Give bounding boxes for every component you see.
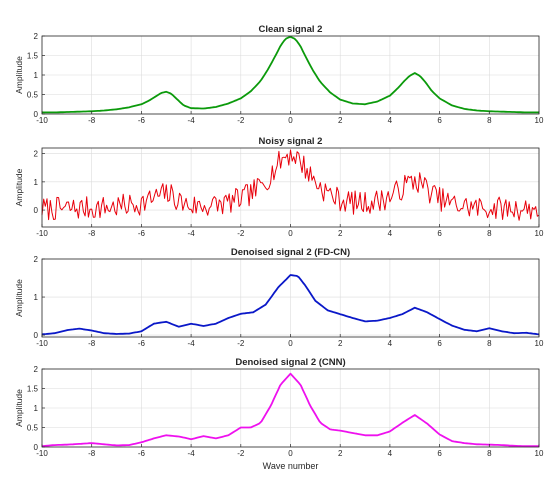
subplot-4: -10 -8 -6 -4 -2 0 2 4 6 8 10 0 0.5 1 1.5 2 Denoised sign… — [14, 357, 544, 471]
y-tick-label: 1 — [34, 178, 39, 187]
x-tick-label: -8 — [88, 339, 96, 348]
x-tick-label: 10 — [535, 339, 544, 348]
x-tick-label: 6 — [437, 229, 442, 238]
x-tick-label: 8 — [487, 116, 492, 125]
x-tick-label: 2 — [338, 339, 343, 348]
x-tick-label: -2 — [237, 229, 245, 238]
x-tick-label: 10 — [535, 229, 544, 238]
x-tick-label: 2 — [338, 116, 343, 125]
y-tick-label: 1.5 — [27, 385, 39, 394]
x-tick-label: 10 — [535, 116, 544, 125]
x-axis-label: Wave number — [263, 461, 319, 471]
x-tick-label: -6 — [138, 116, 146, 125]
x-tick-label: 2 — [338, 449, 343, 458]
subplot-title: Noisy signal 2 — [259, 136, 323, 147]
y-axis-label: Amplitude — [14, 279, 24, 317]
y-tick-label: 0.5 — [27, 424, 39, 433]
x-tick-label: 6 — [437, 449, 442, 458]
x-tick-label: 4 — [388, 449, 393, 458]
subplot-2: -10 -8 -6 -4 -2 0 2 4 6 8 10 0 1 2 Noisy signal 2 Ampli… — [14, 136, 544, 238]
subplot-3: -10 -8 -6 -4 -2 0 2 4 6 8 10 0 1 2 Denoised signal 2 (… — [14, 247, 544, 348]
x-tick-label: 8 — [487, 339, 492, 348]
y-tick-label: 2 — [34, 365, 39, 374]
x-tick-label: -8 — [88, 449, 96, 458]
subplot-1: -10 -8 -6 -4 -2 0 2 4 6 8 10 0 0.5 1 1.5 2 Clean signal … — [14, 24, 544, 125]
x-tick-label: -2 — [237, 339, 245, 348]
y-tick-label: 2 — [34, 32, 39, 41]
x-tick-label: -10 — [36, 116, 48, 125]
x-tick-label: -2 — [237, 116, 245, 125]
y-tick-label: 1.5 — [27, 52, 39, 61]
x-tick-label: 0 — [288, 449, 293, 458]
y-tick-label: 0.5 — [27, 91, 39, 100]
x-tick-label: 0 — [288, 116, 293, 125]
x-tick-label: -10 — [36, 229, 48, 238]
x-tick-label: -4 — [188, 339, 196, 348]
x-tick-label: -8 — [88, 229, 96, 238]
series-line — [41, 274, 540, 336]
series-line — [42, 35, 539, 114]
series-line — [41, 149, 540, 221]
x-tick-label: -10 — [36, 449, 48, 458]
series-line — [41, 372, 539, 448]
subplot-title: Denoised signal 2 (FD-CN) — [231, 247, 350, 258]
y-tick-label: 1 — [34, 293, 39, 302]
x-tick-label: 4 — [388, 116, 393, 125]
x-tick-label: 8 — [487, 449, 492, 458]
y-tick-label: 1 — [34, 71, 39, 80]
x-tick-label: -4 — [188, 229, 196, 238]
y-axis-label: Amplitude — [14, 389, 24, 427]
y-tick-label: 1 — [34, 404, 39, 413]
y-axis-label: Amplitude — [14, 168, 24, 206]
x-tick-label: 6 — [437, 116, 442, 125]
x-tick-label: 4 — [388, 339, 393, 348]
x-tick-label: 0 — [288, 339, 293, 348]
y-tick-label: 0 — [34, 331, 39, 340]
x-tick-label: -6 — [138, 339, 146, 348]
x-tick-label: -8 — [88, 116, 96, 125]
x-tick-label: -4 — [188, 449, 196, 458]
x-tick-label: 8 — [487, 229, 492, 238]
x-tick-label: 0 — [288, 229, 293, 238]
x-tick-label: -4 — [188, 116, 196, 125]
x-tick-label: 4 — [388, 229, 393, 238]
x-tick-label: -6 — [138, 449, 146, 458]
x-tick-label: 10 — [535, 449, 544, 458]
y-tick-label: 2 — [34, 255, 39, 264]
subplot-title: Denoised signal 2 (CNN) — [235, 357, 345, 368]
y-tick-label: 2 — [34, 150, 39, 159]
y-tick-label: 0 — [34, 443, 39, 452]
x-tick-label: 6 — [437, 339, 442, 348]
y-tick-label: 0 — [34, 110, 39, 119]
x-tick-label: -2 — [237, 449, 245, 458]
x-tick-label: -10 — [36, 339, 48, 348]
y-axis-label: Amplitude — [14, 56, 24, 94]
y-tick-label: 0 — [34, 206, 39, 215]
subplot-title: Clean signal 2 — [259, 24, 323, 35]
x-tick-label: -6 — [138, 229, 146, 238]
x-tick-label: 2 — [338, 229, 343, 238]
